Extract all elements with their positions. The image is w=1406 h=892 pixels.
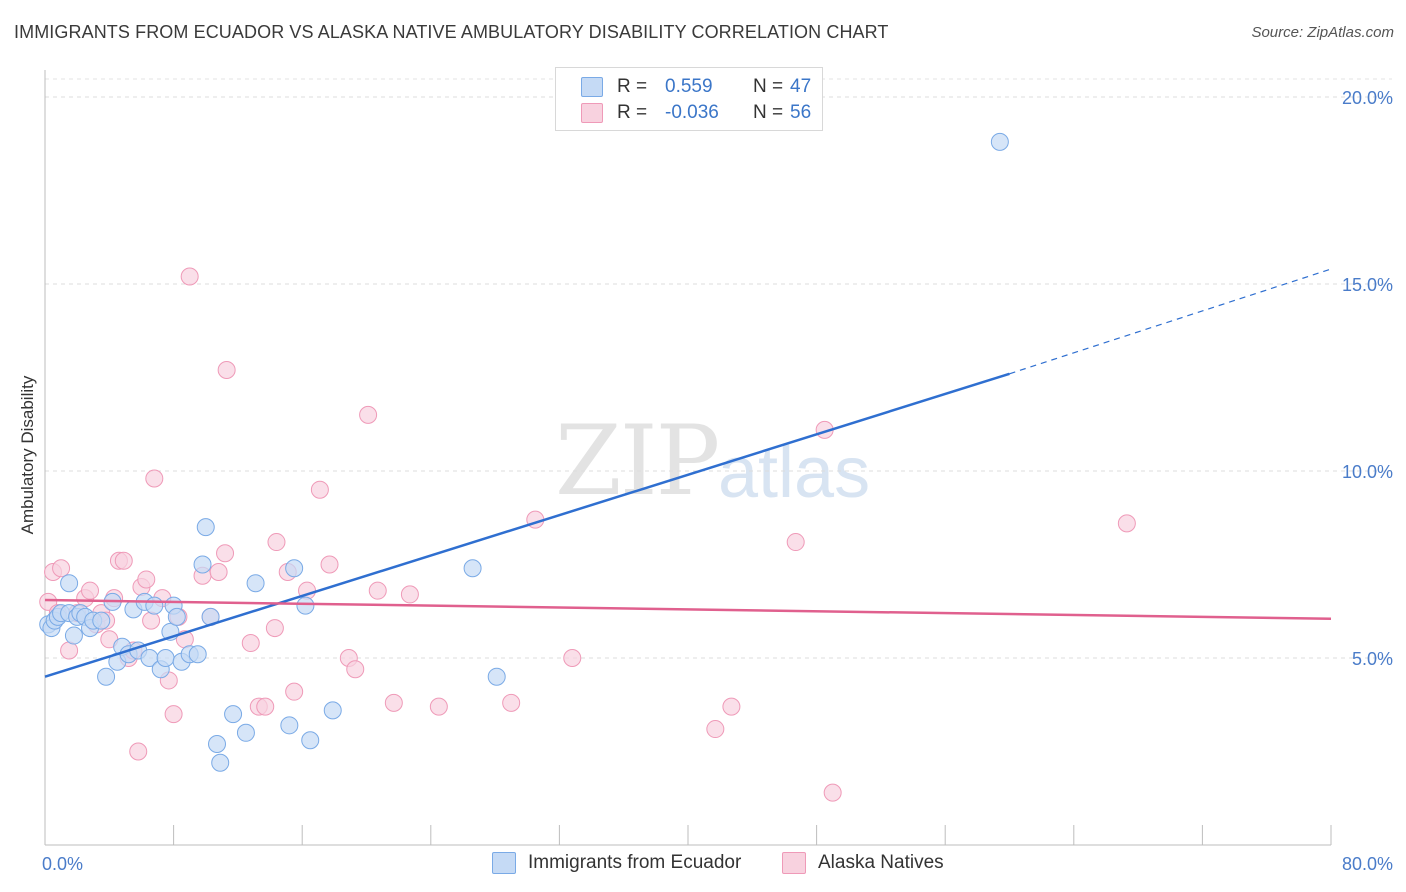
- x-tick-label: 80.0%: [1342, 854, 1393, 874]
- legend-n-value: 47: [790, 76, 812, 97]
- data-point-immigrants-from-ecuador: [280, 716, 299, 735]
- watermark-zip: ZIP: [555, 405, 720, 517]
- legend-r-label: R =: [617, 76, 648, 97]
- data-point-alaska-natives: [267, 533, 286, 552]
- data-point-immigrants-from-ecuador: [97, 667, 116, 686]
- trend-line-ecuador: [44, 372, 1010, 678]
- legend-swatch-pink: [581, 103, 603, 123]
- legend-swatch-blue: [492, 852, 516, 874]
- data-point-immigrants-from-ecuador: [145, 596, 164, 615]
- data-point-immigrants-from-ecuador: [487, 667, 506, 686]
- data-point-alaska-natives: [285, 682, 304, 701]
- data-point-alaska-natives: [320, 555, 339, 574]
- data-point-alaska-natives: [217, 361, 236, 380]
- tick-labels: 5.0% 10.0% 15.0% 20.0% 0.0% 80.0%: [42, 88, 1393, 874]
- data-point-immigrants-from-ecuador: [323, 701, 342, 720]
- legend-item-alaska: Alaska Natives: [782, 852, 944, 874]
- data-point-alaska-natives: [310, 480, 329, 499]
- legend-label-ecuador: Immigrants from Ecuador: [528, 852, 742, 873]
- watermark-atlas: atlas: [718, 433, 871, 513]
- data-point-immigrants-from-ecuador: [224, 705, 243, 724]
- data-point-alaska-natives: [265, 619, 284, 638]
- data-point-immigrants-from-ecuador: [990, 132, 1009, 151]
- data-point-immigrants-from-ecuador: [167, 607, 186, 626]
- axes: [44, 70, 1332, 846]
- data-point-immigrants-from-ecuador: [301, 731, 320, 750]
- data-point-immigrants-from-ecuador: [60, 574, 79, 593]
- chart-title: IMMIGRANTS FROM ECUADOR VS ALASKA NATIVE…: [14, 22, 889, 42]
- data-point-alaska-natives: [180, 267, 199, 286]
- correlation-legend: R = 0.559 N = 47 R = -0.036 N = 56: [555, 67, 823, 131]
- data-point-alaska-natives: [400, 585, 419, 604]
- grid-lines: [45, 78, 1392, 659]
- data-point-alaska-natives: [241, 634, 260, 653]
- data-point-alaska-natives: [368, 581, 387, 600]
- data-point-immigrants-from-ecuador: [92, 611, 111, 630]
- data-point-alaska-natives: [209, 562, 228, 581]
- x-tick-label: 0.0%: [42, 854, 83, 874]
- trend-line-alaska: [44, 598, 1332, 620]
- legend-label-alaska: Alaska Natives: [818, 852, 944, 873]
- legend-r-value: 0.559: [665, 76, 713, 97]
- data-point-alaska-natives: [706, 720, 725, 739]
- data-point-alaska-natives: [359, 405, 378, 424]
- y-tick-label: 20.0%: [1342, 88, 1393, 108]
- data-point-alaska-natives: [722, 697, 741, 716]
- data-point-alaska-natives: [81, 581, 100, 600]
- data-point-immigrants-from-ecuador: [296, 596, 315, 615]
- data-point-alaska-natives: [1117, 514, 1136, 533]
- data-point-immigrants-from-ecuador: [208, 735, 227, 754]
- data-point-alaska-natives: [563, 649, 582, 667]
- data-point-immigrants-from-ecuador: [196, 518, 215, 537]
- legend-r-label: R =: [617, 102, 648, 123]
- data-point-alaska-natives: [114, 551, 133, 570]
- legend-n-label: N =: [753, 76, 784, 97]
- data-point-immigrants-from-ecuador: [64, 626, 83, 645]
- data-point-immigrants-from-ecuador: [285, 559, 304, 578]
- data-point-alaska-natives: [129, 742, 148, 761]
- trend-line-ecuador-extension: [1009, 268, 1332, 375]
- data-point-immigrants-from-ecuador: [211, 753, 230, 772]
- data-point-immigrants-from-ecuador: [156, 649, 175, 667]
- data-point-alaska-natives: [60, 641, 79, 660]
- legend-n-label: N =: [753, 102, 784, 123]
- data-point-alaska-natives: [786, 533, 805, 552]
- legend-swatch-blue: [581, 77, 603, 97]
- series-immigrants-from-ecuador: [39, 132, 1009, 772]
- y-tick-label: 5.0%: [1352, 649, 1393, 669]
- data-point-alaska-natives: [823, 783, 842, 802]
- legend-r-value: -0.036: [665, 102, 719, 123]
- data-point-immigrants-from-ecuador: [463, 559, 482, 578]
- data-point-alaska-natives: [164, 705, 183, 724]
- source-label: Source: ZipAtlas.com: [1251, 24, 1394, 41]
- y-tick-label: 10.0%: [1342, 462, 1393, 482]
- data-point-immigrants-from-ecuador: [193, 555, 212, 574]
- legend-swatch-pink: [782, 852, 806, 874]
- trend-lines: [44, 268, 1332, 678]
- data-point-immigrants-from-ecuador: [188, 645, 207, 664]
- data-point-alaska-natives: [429, 697, 448, 716]
- legend-n-value: 56: [790, 102, 812, 123]
- data-point-alaska-natives: [256, 697, 275, 716]
- legend-row-alaska: R = -0.036 N = 56: [556, 100, 811, 126]
- data-point-alaska-natives: [384, 693, 403, 712]
- legend-item-ecuador: Immigrants from Ecuador: [492, 852, 741, 874]
- data-point-alaska-natives: [502, 693, 521, 712]
- data-point-alaska-natives: [52, 559, 71, 578]
- data-point-alaska-natives: [137, 570, 156, 589]
- legend-row-ecuador: R = 0.559 N = 47: [556, 74, 811, 100]
- data-point-alaska-natives: [142, 611, 161, 630]
- data-point-alaska-natives: [346, 660, 365, 679]
- data-point-alaska-natives: [216, 544, 235, 563]
- data-point-immigrants-from-ecuador: [246, 574, 265, 593]
- series-legend: Immigrants from Ecuador Alaska Natives: [0, 852, 1406, 878]
- data-point-immigrants-from-ecuador: [236, 723, 255, 742]
- data-point-alaska-natives: [145, 469, 164, 488]
- y-tick-label: 15.0%: [1342, 275, 1393, 295]
